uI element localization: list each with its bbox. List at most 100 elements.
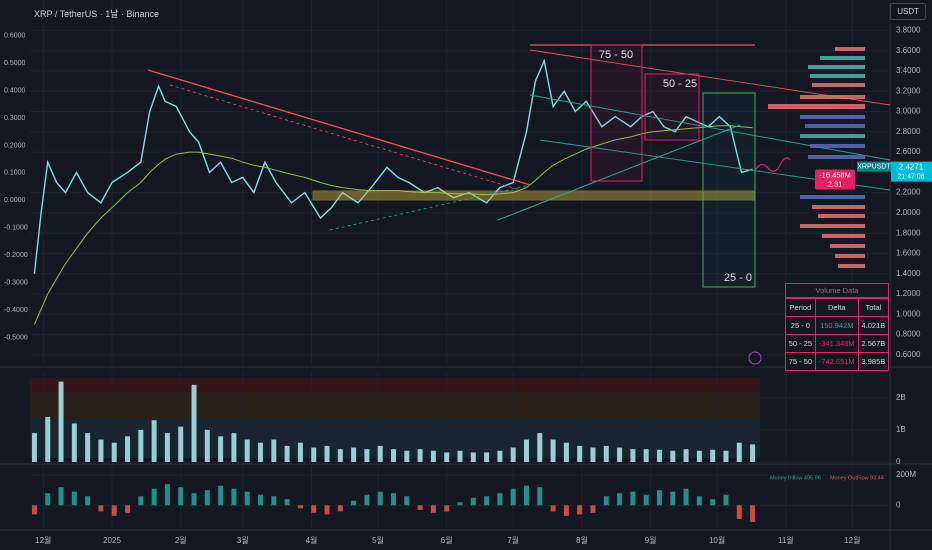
bar — [125, 436, 131, 462]
y2-tick-label: 0.0000 — [4, 197, 26, 204]
zone-box — [590, 44, 643, 182]
support-zone — [312, 190, 756, 201]
bar — [723, 450, 729, 462]
trend-line — [329, 184, 531, 231]
volume-band — [30, 392, 760, 418]
bar — [510, 447, 516, 462]
currency-button[interactable]: USDT — [890, 3, 926, 20]
table-row: 25 - 0 150.942M 4.021B — [786, 316, 888, 335]
channel-line — [529, 94, 891, 161]
y-tick-label: 1.0000 — [896, 309, 921, 318]
y-tick-label: 3.4000 — [896, 66, 921, 75]
bar — [111, 442, 117, 462]
bar — [391, 449, 397, 462]
profile-bar — [822, 234, 865, 238]
profile-bar — [800, 224, 865, 228]
bar — [643, 449, 649, 462]
bar — [324, 505, 330, 515]
bar — [750, 505, 756, 522]
bar — [271, 439, 277, 462]
bar — [523, 439, 529, 462]
bar — [550, 505, 556, 512]
bar — [164, 484, 170, 506]
bar — [590, 447, 596, 462]
trend-line — [169, 84, 521, 191]
bar — [563, 505, 569, 516]
bar — [457, 450, 463, 462]
y2-tick-label: -0.3000 — [4, 280, 28, 287]
y2-tick-label: 0.6000 — [4, 33, 26, 40]
x-tick-label: 2025 — [103, 536, 121, 545]
y-tick-label: 3.8000 — [896, 26, 921, 35]
y-tick-label: 1B — [896, 425, 906, 434]
bar — [563, 442, 569, 462]
x-tick-label: 4월 — [306, 535, 318, 545]
y-tick-label: 0.6000 — [896, 350, 921, 359]
y-tick-label: 1.4000 — [896, 269, 921, 278]
bar — [736, 442, 742, 462]
y-tick-label: 3.2000 — [896, 86, 921, 95]
price-line — [33, 58, 753, 274]
cell: 75 - 50 — [786, 352, 816, 370]
bar — [31, 433, 37, 462]
bar — [590, 505, 596, 513]
bar — [391, 493, 397, 506]
bar — [630, 449, 636, 462]
x-tick-label: 12월 — [35, 535, 51, 545]
bar — [284, 499, 290, 506]
bar — [417, 505, 423, 510]
delta-tag — [815, 169, 855, 190]
bar — [523, 485, 529, 506]
bar — [617, 447, 623, 462]
bar — [430, 450, 436, 462]
table-row: 50 - 25 -341.348M 2.567B — [786, 334, 888, 353]
bar — [191, 384, 197, 462]
bar — [656, 449, 662, 462]
bar — [364, 449, 370, 462]
zone-label: 25 - 0 — [724, 272, 752, 284]
volume-band — [30, 378, 760, 392]
bar — [311, 447, 317, 462]
chart-title: XRP / TetherUS · 1날 · Binance — [34, 9, 160, 19]
bar — [218, 436, 224, 462]
profile-bar — [810, 74, 865, 78]
bar — [710, 499, 716, 506]
cell: 50 - 25 — [786, 334, 816, 353]
bar — [71, 423, 77, 462]
event-icon[interactable] — [748, 351, 762, 365]
bar — [297, 442, 303, 462]
cell: 3.985B — [857, 352, 888, 370]
flow-label: Money Inflow 496.96 — [770, 475, 821, 481]
bar — [683, 449, 689, 462]
bar — [98, 505, 104, 512]
table-title: Volume Data — [786, 284, 888, 298]
y-tick-label: 2.2000 — [896, 188, 921, 197]
bar — [311, 505, 317, 513]
header-cell: Total — [857, 298, 888, 317]
delta-price: 2.31 — [828, 179, 843, 188]
bar — [484, 496, 490, 506]
header-cell: Period — [786, 298, 816, 317]
x-tick-label: 6월 — [441, 535, 453, 545]
zone-box — [702, 92, 756, 288]
bar — [656, 490, 662, 506]
bar — [710, 449, 716, 462]
y-tick-label: 0 — [896, 500, 901, 509]
bar — [603, 445, 609, 462]
symbol-tag — [857, 161, 891, 172]
x-tick-label: 7월 — [507, 535, 519, 545]
bar — [151, 488, 157, 506]
y-tick-label: 0.8000 — [896, 330, 921, 339]
y2-tick-label: 0.2000 — [4, 142, 26, 149]
profile-bar — [805, 124, 865, 128]
bar — [271, 496, 277, 506]
bar — [111, 505, 117, 516]
bar — [244, 491, 250, 506]
bar — [191, 493, 197, 506]
bar — [164, 433, 170, 462]
bar — [377, 491, 383, 506]
profile-bar — [800, 95, 865, 99]
x-tick-label: 5월 — [372, 535, 384, 545]
